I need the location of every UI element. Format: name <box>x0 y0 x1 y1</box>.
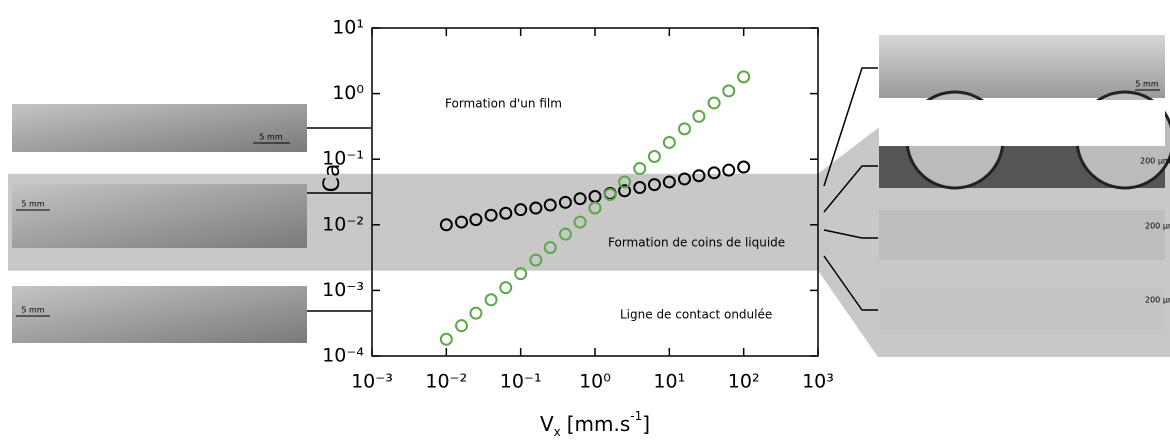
scale-label: 5 mm <box>21 200 44 209</box>
scale-label: 200 µm <box>1145 222 1170 231</box>
point <box>618 184 632 198</box>
y-tick-label: 10⁻⁴ <box>322 345 364 367</box>
x-label-unit: [mm.s <box>567 412 631 436</box>
point <box>455 319 469 333</box>
point <box>678 122 692 136</box>
x-tick-label: 10¹ <box>653 371 685 393</box>
image <box>879 35 1165 98</box>
annotation: Formation d'un film <box>445 97 562 111</box>
image <box>879 210 1165 260</box>
annotation: Formation de coins de liquide <box>608 236 785 250</box>
scale-label: 200 µm <box>1140 157 1170 166</box>
y-tick-label: 10⁻¹ <box>322 148 364 170</box>
point <box>692 169 706 183</box>
image <box>879 288 1165 330</box>
y-tick-label: 10⁻³ <box>322 279 364 301</box>
point <box>484 293 498 307</box>
x-tick-label: 10⁻¹ <box>500 371 542 393</box>
point <box>662 135 676 149</box>
point <box>588 201 602 215</box>
scale-label: 5 mm <box>21 306 44 315</box>
point <box>618 175 632 189</box>
connector <box>823 255 878 311</box>
connector <box>823 165 878 213</box>
point <box>499 206 513 220</box>
point <box>722 84 736 98</box>
x-tick-label: 10⁰ <box>579 371 611 393</box>
connector <box>823 67 878 187</box>
band <box>372 173 818 271</box>
point <box>484 208 498 222</box>
point <box>722 163 736 177</box>
point <box>514 203 528 217</box>
point <box>633 181 647 195</box>
image <box>12 184 307 248</box>
point <box>439 218 453 232</box>
point <box>469 213 483 227</box>
point <box>543 241 557 255</box>
x-axis-label: Vx [mm.s-1] <box>540 409 650 439</box>
point <box>469 306 483 320</box>
point <box>633 162 647 176</box>
point <box>514 267 528 281</box>
point <box>737 160 751 174</box>
x-label-end: ] <box>642 412 650 436</box>
image <box>12 286 307 343</box>
point <box>707 166 721 180</box>
x-tick-label: 10⁻² <box>425 371 467 393</box>
point <box>529 253 543 267</box>
x-label-sub: x <box>554 425 561 439</box>
point <box>558 227 572 241</box>
x-tick-label: 10² <box>728 371 760 393</box>
point <box>603 187 617 201</box>
point <box>558 195 572 209</box>
scale-label: 5 mm <box>1135 80 1158 89</box>
x-tick-label: 10³ <box>802 371 834 393</box>
y-tick-label: 10¹ <box>332 17 364 39</box>
point <box>455 215 469 229</box>
connector <box>823 229 878 239</box>
point <box>529 201 543 215</box>
x-label-main: V <box>540 412 554 436</box>
point <box>737 70 751 84</box>
scale-label: 200 µm <box>1145 296 1170 305</box>
point <box>647 149 661 163</box>
x-label-sup: -1 <box>630 409 642 423</box>
point <box>692 109 706 123</box>
y-tick-label: 10⁰ <box>332 82 364 104</box>
y-axis-label: Ca <box>320 164 345 193</box>
point <box>439 332 453 346</box>
x-tick-label: 10⁻³ <box>351 371 393 393</box>
image <box>12 104 307 152</box>
scale-label: 5 mm <box>259 133 282 142</box>
point <box>499 281 513 295</box>
point <box>707 96 721 110</box>
point <box>543 198 557 212</box>
point <box>662 175 676 189</box>
point <box>647 178 661 192</box>
point <box>678 172 692 186</box>
point <box>573 215 587 229</box>
point <box>573 192 587 206</box>
y-tick-label: 10⁻² <box>322 213 364 235</box>
mask <box>879 100 1165 146</box>
annotation: Ligne de contact ondulée <box>620 308 772 322</box>
